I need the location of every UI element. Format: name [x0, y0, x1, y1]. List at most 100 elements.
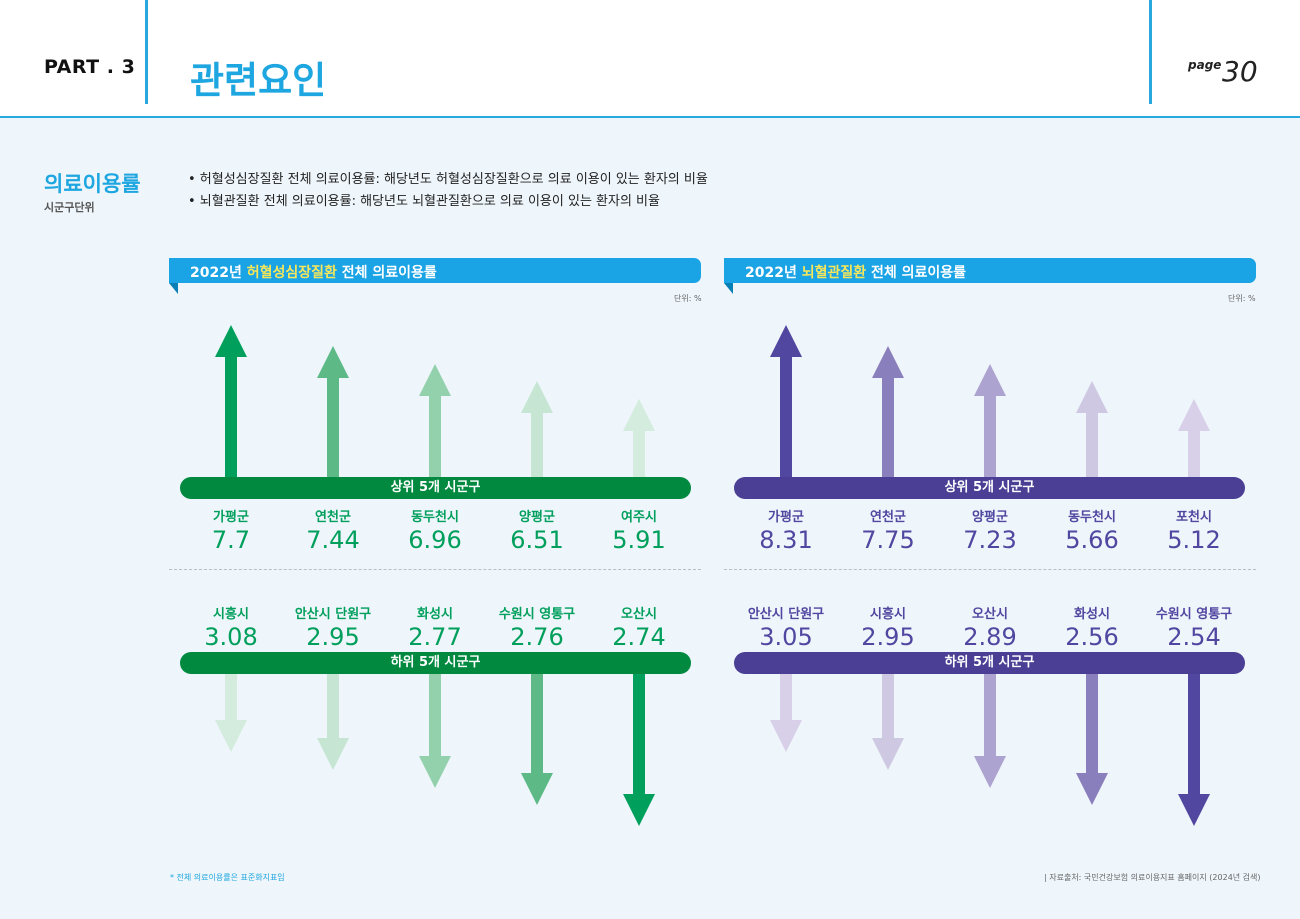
bottom-region-item: 오산시 2.74: [579, 603, 699, 650]
bottom5-bar-cerebrovascular: 하위 5개 시군구: [734, 652, 1245, 674]
region-name: 포천시: [1176, 510, 1212, 525]
footnote: * 전체 의료이용률은 표준화지표임: [170, 873, 285, 882]
up-arrow: [317, 346, 349, 478]
down-arrow: [872, 674, 904, 770]
panel-title-ischemic: 2022년 허혈성심장질환 전체 의료이용률: [169, 258, 701, 283]
region-name: 연천군: [870, 510, 906, 525]
region-name: 화성시: [417, 607, 453, 622]
region-value: 2.54: [1167, 623, 1221, 651]
page-number: 30: [1222, 55, 1258, 88]
region-value: 2.56: [1065, 623, 1119, 651]
top-region-item: 가평군 7.7: [171, 506, 291, 553]
up-arrow: [1076, 381, 1108, 478]
panel-title-text: 2022년 허혈성심장질환 전체 의료이용률: [190, 262, 437, 282]
up-arrow: [215, 325, 247, 478]
region-value: 5.12: [1167, 526, 1221, 554]
region-name: 양평군: [519, 510, 555, 525]
region-value: 5.91: [612, 526, 666, 554]
top-region-item: 동두천시 5.66: [1032, 506, 1152, 553]
region-value: 2.77: [408, 623, 462, 651]
up-arrow: [872, 346, 904, 478]
region-name: 수원시 영통구: [498, 607, 576, 622]
unit-label: 단위: %: [1228, 294, 1256, 303]
down-arrow: [317, 674, 349, 770]
top5-bar-cerebrovascular: 상위 5개 시군구: [734, 477, 1245, 499]
bottom-region-item: 안산시 단원구 3.05: [726, 603, 846, 650]
region-value: 2.74: [612, 623, 666, 651]
bottom-region-item: 시흥시 3.08: [171, 603, 291, 650]
region-name: 시흥시: [870, 607, 906, 622]
top-region-item: 연천군 7.75: [828, 506, 948, 553]
region-name: 가평군: [213, 510, 249, 525]
panel-title-tab: [169, 283, 178, 294]
region-value: 2.89: [963, 623, 1017, 651]
region-value: 2.76: [510, 623, 564, 651]
region-value: 8.31: [759, 526, 813, 554]
region-value: 7.44: [306, 526, 360, 554]
top-region-item: 여주시 5.91: [579, 506, 699, 553]
region-name: 양평군: [972, 510, 1008, 525]
region-name: 오산시: [621, 607, 657, 622]
region-value: 2.95: [306, 623, 360, 651]
region-name: 연천군: [315, 510, 351, 525]
part-label: PART . 3: [44, 56, 136, 78]
section-title: 의료이용률: [44, 172, 141, 196]
bottom-region-item: 수원시 영통구 2.76: [477, 603, 597, 650]
region-name: 수원시 영통구: [1155, 607, 1233, 622]
definition-item: • 허혈성심장질환 전체 의료이용률: 해당년도 허혈성심장질환으로 의료 이용…: [188, 172, 708, 187]
down-arrow: [521, 674, 553, 805]
region-name: 안산시 단원구: [747, 607, 825, 622]
panel-divider: [724, 569, 1256, 570]
down-arrow: [1076, 674, 1108, 805]
top-region-item: 동두천시 6.96: [375, 506, 495, 553]
panel-title-highlight: 허혈성심장질환: [246, 265, 337, 281]
panel-title-cerebrovascular: 2022년 뇌혈관질환 전체 의료이용률: [724, 258, 1256, 283]
region-name: 동두천시: [1068, 510, 1116, 525]
region-value: 7.75: [861, 526, 915, 554]
down-arrow: [419, 674, 451, 788]
up-arrow: [623, 399, 655, 478]
region-value: 7.7: [211, 526, 251, 554]
definition-list: • 허혈성심장질환 전체 의료이용률: 해당년도 허혈성심장질환으로 의료 이용…: [188, 169, 708, 213]
up-arrow: [419, 364, 451, 478]
page-header: PART . 3 관련요인 page 30: [0, 0, 1300, 118]
up-arrow: [1178, 399, 1210, 478]
panel-title-tab: [724, 283, 733, 294]
header-divider: [1149, 0, 1152, 104]
bottom-region-item: 안산시 단원구 2.95: [273, 603, 393, 650]
region-value: 3.08: [204, 623, 258, 651]
panel-title-suffix: 전체 의료이용률: [336, 265, 437, 281]
page-title: 관련요인: [190, 59, 327, 102]
top-region-item: 포천시 5.12: [1134, 506, 1254, 553]
top-region-item: 양평군 6.51: [477, 506, 597, 553]
up-arrow: [974, 364, 1006, 478]
down-arrow: [770, 674, 802, 752]
top-region-item: 양평군 7.23: [930, 506, 1050, 553]
top5-bar-ischemic: 상위 5개 시군구: [180, 477, 691, 499]
region-name: 화성시: [1074, 607, 1110, 622]
page-label: page: [1188, 58, 1222, 72]
down-arrow: [974, 674, 1006, 788]
definition-item: • 뇌혈관질환 전체 의료이용률: 해당년도 뇌혈관질환으로 의료 이용이 있는…: [188, 194, 660, 209]
down-arrow: [623, 674, 655, 826]
region-value: 6.51: [510, 526, 564, 554]
top-region-item: 가평군 8.31: [726, 506, 846, 553]
region-name: 시흥시: [213, 607, 249, 622]
panel-title-text: 2022년 뇌혈관질환 전체 의료이용률: [745, 262, 966, 282]
bottom-region-item: 오산시 2.89: [930, 603, 1050, 650]
down-arrow: [215, 674, 247, 752]
bottom-region-item: 화성시 2.56: [1032, 603, 1152, 650]
region-name: 동두천시: [411, 510, 459, 525]
region-name: 안산시 단원구: [294, 607, 372, 622]
bottom-region-item: 화성시 2.77: [375, 603, 495, 650]
top-region-item: 연천군 7.44: [273, 506, 393, 553]
panel-title-highlight: 뇌혈관질환: [801, 265, 867, 281]
down-arrow: [1178, 674, 1210, 826]
region-value: 2.95: [861, 623, 915, 651]
section-subtitle: 시군구단위: [44, 201, 95, 214]
panel-title-prefix: 2022년: [745, 265, 802, 281]
bottom-region-item: 수원시 영통구 2.54: [1134, 603, 1254, 650]
panel-title-suffix: 전체 의료이용률: [866, 265, 967, 281]
region-name: 가평군: [768, 510, 804, 525]
